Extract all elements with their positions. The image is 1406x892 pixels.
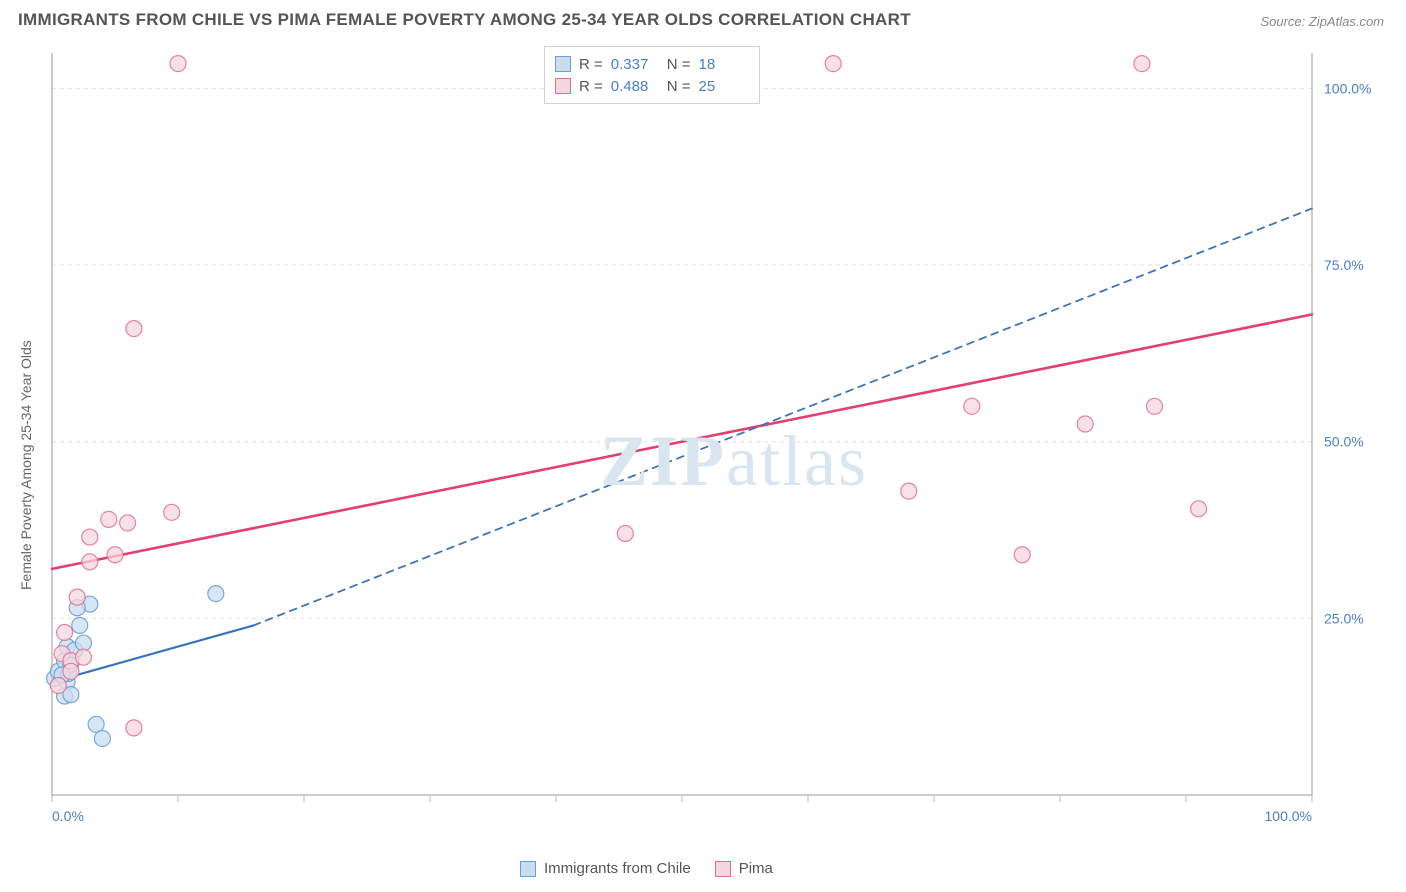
series-legend: Immigrants from Chile Pima bbox=[520, 860, 773, 877]
legend-item-chile: Immigrants from Chile bbox=[520, 860, 691, 877]
legend-swatch-chile bbox=[555, 56, 571, 72]
scatter-plot: 0.0% 100.0% 25.0% 50.0% 75.0% 100.0% bbox=[42, 45, 1382, 835]
legend-label-chile: Immigrants from Chile bbox=[544, 860, 691, 877]
legend-label-pima: Pima bbox=[739, 860, 773, 877]
source-attribution: Source: ZipAtlas.com bbox=[1260, 14, 1384, 29]
legend-swatch-pima-2 bbox=[715, 861, 731, 877]
legend-r-pima: 0.488 bbox=[611, 78, 659, 95]
svg-text:100.0%: 100.0% bbox=[1324, 80, 1371, 96]
svg-text:25.0%: 25.0% bbox=[1324, 610, 1364, 626]
legend-swatch-chile-2 bbox=[520, 861, 536, 877]
legend-r-chile: 0.337 bbox=[611, 56, 659, 73]
chart-container: IMMIGRANTS FROM CHILE VS PIMA FEMALE POV… bbox=[0, 0, 1406, 892]
legend-swatch-pima bbox=[555, 78, 571, 94]
y-axis-label: Female Poverty Among 25-34 Year Olds bbox=[18, 340, 34, 590]
legend-item-pima: Pima bbox=[715, 860, 773, 877]
svg-text:0.0%: 0.0% bbox=[52, 808, 84, 824]
chart-title: IMMIGRANTS FROM CHILE VS PIMA FEMALE POV… bbox=[18, 10, 911, 30]
svg-text:75.0%: 75.0% bbox=[1324, 257, 1364, 273]
legend-r-label: R = bbox=[579, 78, 603, 95]
correlation-legend: R = 0.337 N = 18 R = 0.488 N = 25 bbox=[544, 46, 760, 104]
legend-row-pima: R = 0.488 N = 25 bbox=[555, 75, 747, 97]
legend-n-pima: 25 bbox=[699, 78, 747, 95]
svg-text:100.0%: 100.0% bbox=[1265, 808, 1312, 824]
svg-text:50.0%: 50.0% bbox=[1324, 434, 1364, 450]
legend-row-chile: R = 0.337 N = 18 bbox=[555, 53, 747, 75]
legend-n-chile: 18 bbox=[699, 56, 747, 73]
legend-n-label: N = bbox=[667, 78, 691, 95]
legend-r-label: R = bbox=[579, 56, 603, 73]
legend-n-label: N = bbox=[667, 56, 691, 73]
